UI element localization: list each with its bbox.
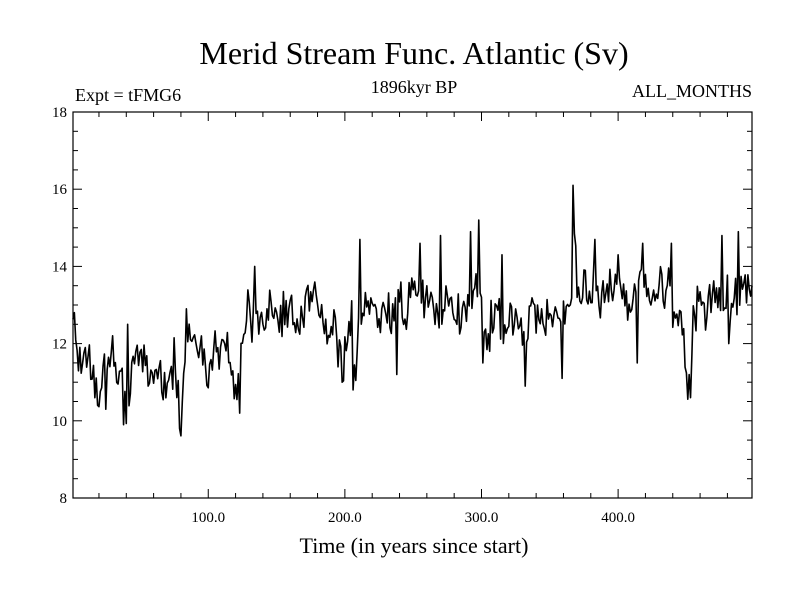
x-axis-label: Time (in years since start) [300, 533, 529, 558]
x-tick-label: 100.0 [191, 510, 225, 526]
y-tick-label: 10 [52, 414, 67, 430]
plot-area: 100.0 200.0 300.0 400.0 8 10 12 14 16 18 [52, 105, 753, 526]
y-tick-label: 16 [52, 182, 68, 198]
y-tick-label: 18 [52, 105, 67, 121]
series-line [72, 184, 753, 437]
y-tick-label: 12 [52, 337, 67, 353]
x-tick-label: 200.0 [328, 510, 362, 526]
months-label: ALL_MONTHS [632, 81, 752, 101]
y-tick-label: 14 [52, 259, 68, 275]
x-tick-label: 300.0 [465, 510, 499, 526]
x-tick-label: 400.0 [601, 510, 635, 526]
experiment-label: Expt = tFMG6 [75, 85, 181, 105]
period-label: 1896kyr BP [371, 77, 458, 97]
y-tick-label: 8 [60, 491, 68, 507]
chart-title: Merid Stream Func. Atlantic (Sv) [199, 35, 628, 71]
